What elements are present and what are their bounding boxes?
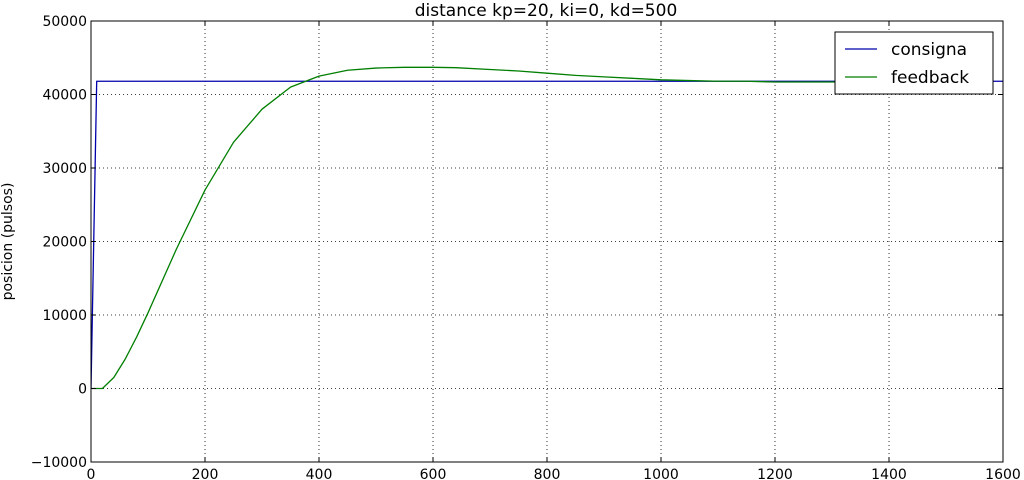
series-line-feedback — [91, 66, 889, 390]
x-tick-label: 1600 — [985, 467, 1021, 480]
x-tick-label: 0 — [87, 467, 96, 480]
legend-label: consigna — [891, 40, 967, 60]
legend-label: feedback — [891, 68, 969, 88]
x-tick-label: 1400 — [871, 467, 907, 480]
y-tick-label: 20000 — [42, 235, 87, 251]
y-tick-label: 40000 — [42, 88, 87, 104]
x-tick-label: 200 — [192, 467, 219, 480]
y-tick-label: 50000 — [42, 14, 87, 30]
series-line-consigna — [91, 80, 1003, 389]
legend-box — [834, 31, 994, 95]
y-tick-label: 0 — [78, 382, 87, 398]
y-tick-label: 30000 — [42, 161, 87, 177]
y-tick-label: −10000 — [31, 455, 87, 471]
chart-title: distance kp=20, ki=0, kd=500 — [415, 1, 678, 21]
x-tick-label: 600 — [420, 467, 447, 480]
x-tick-label: 1200 — [757, 467, 793, 480]
x-tick-label: 400 — [306, 467, 333, 480]
legend: consigna feedback — [834, 31, 994, 95]
grid — [91, 21, 1003, 462]
y-tick-label: 10000 — [42, 308, 87, 324]
axis-ticks: 0 200 400 600 800 1000 1200 1400 1600−1000001000… — [31, 14, 1021, 480]
y-axis-label: posicion (pulsos) — [0, 183, 16, 301]
x-tick-label: 800 — [534, 467, 561, 480]
x-tick-label: 1000 — [643, 467, 679, 480]
series-lines — [91, 66, 1003, 390]
